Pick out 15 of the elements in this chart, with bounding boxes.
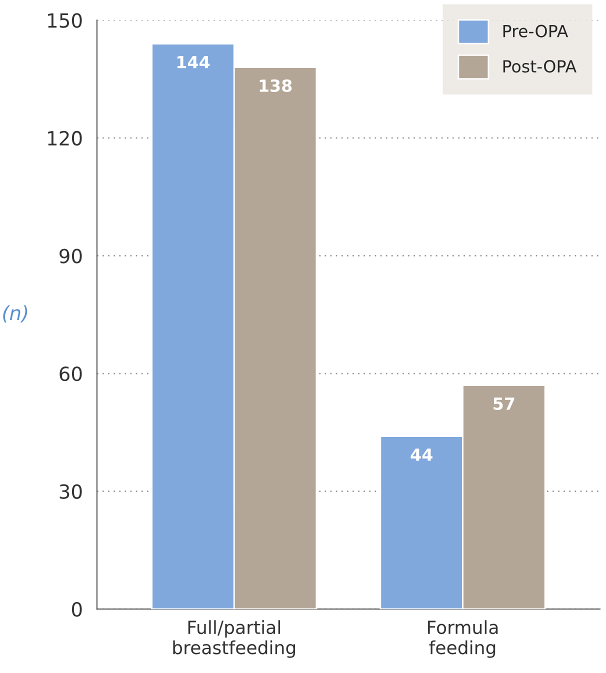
legend-label: Post-OPA (503, 60, 576, 73)
legend-label: Pre-OPA (503, 24, 568, 38)
y-tick-label: 90 (60, 248, 82, 264)
x-tick-label: Formula feeding (428, 620, 498, 658)
y-tick-label: 0 (72, 602, 82, 617)
x-tick-label: Full/partial breastfeeding (173, 620, 296, 658)
data-label: 57 (494, 398, 514, 410)
y-tick-label: 60 (60, 366, 82, 382)
y-axis-title: (n) (3, 305, 28, 323)
y-tick-label: 150 (48, 13, 82, 28)
y-tick-label: 30 (60, 484, 82, 499)
data-label: 44 (410, 448, 432, 461)
data-label: 138 (260, 79, 292, 92)
y-tick-label: 120 (48, 130, 82, 146)
data-label: 144 (177, 56, 210, 68)
